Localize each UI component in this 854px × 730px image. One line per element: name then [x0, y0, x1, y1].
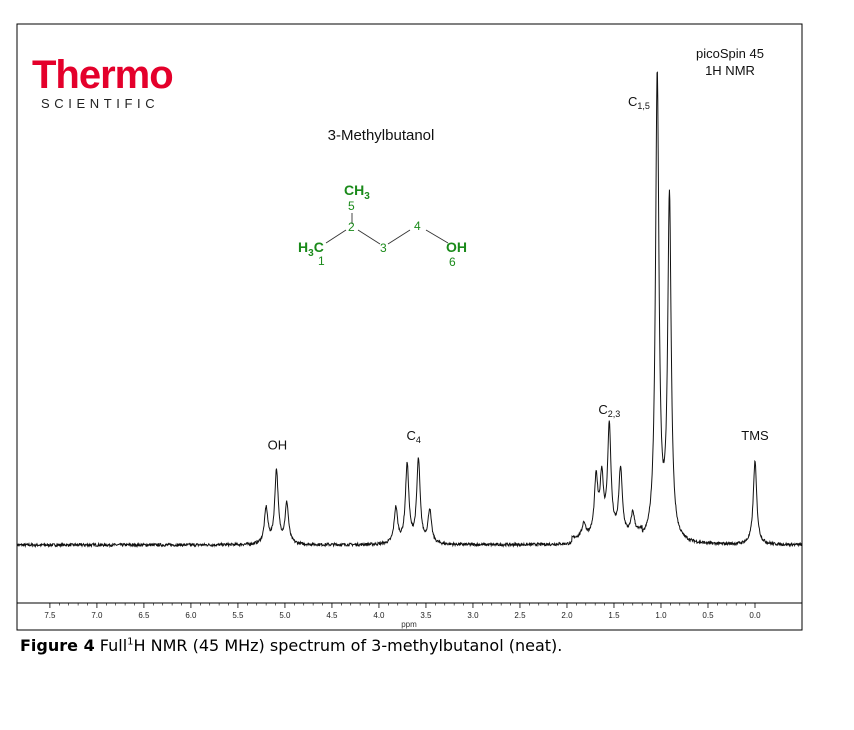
x-axis-ticks: 7.5 7.0 6.5 6.0 5.5 5.0 4.5 4.0 3.5 3.0 2.5 2.0 1.5 1… [44, 603, 761, 620]
atom-number-4: 4 [414, 219, 421, 233]
peak-label: C1,5 [628, 94, 650, 111]
x-tick-label: 3.5 [420, 611, 432, 620]
atom-number-6: 6 [449, 255, 456, 269]
atom-number-2: 2 [348, 220, 355, 234]
brand-name: Thermo [32, 53, 173, 97]
bond-c3-c4 [387, 229, 411, 245]
x-tick-label: 2.0 [561, 611, 573, 620]
ch3-group: CH3 [344, 182, 370, 202]
bond-c4-o [425, 229, 449, 244]
peak-label: TMS [741, 428, 769, 443]
molecule-structure: CH3 5 2 H3C 1 3 4 OH 6 [298, 182, 467, 269]
spectrum-line [16, 71, 803, 549]
x-tick-label: 2.5 [514, 611, 526, 620]
x-tick-label: 5.5 [232, 611, 244, 620]
instrument-line-1: picoSpin 45 [696, 46, 764, 61]
oh-group: OH [446, 239, 467, 255]
atom-number-3: 3 [380, 241, 387, 255]
h3c-group: H3C [298, 239, 324, 259]
x-tick-label: 3.0 [467, 611, 479, 620]
instrument-line-2: 1H NMR [705, 63, 755, 78]
bond-c1-c2 [325, 229, 347, 244]
x-tick-label: 4.0 [373, 611, 385, 620]
x-tick-label: 7.5 [44, 611, 56, 620]
atom-number-1: 1 [318, 254, 325, 268]
atom-number-5: 5 [348, 199, 355, 213]
peak-label: OH [268, 437, 288, 452]
x-tick-label: 1.0 [655, 611, 667, 620]
bond-c2-c3 [357, 229, 381, 245]
x-tick-label: 0.5 [702, 611, 714, 620]
x-tick-label: 7.0 [91, 611, 103, 620]
peak-label: C4 [407, 428, 421, 445]
caption-text-pre: Full [99, 636, 128, 655]
x-tick-label: 6.0 [185, 611, 197, 620]
x-tick-label: 4.5 [326, 611, 338, 620]
plot-frame [16, 23, 803, 631]
figure-label: Figure 4 [20, 636, 95, 655]
peak-label: C2,3 [598, 402, 620, 419]
x-tick-label: 5.0 [279, 611, 291, 620]
x-axis-label: ppm [401, 620, 417, 629]
caption-text-post: H NMR (45 MHz) spectrum of 3-methylbutan… [133, 636, 563, 655]
x-tick-label: 0.0 [749, 611, 761, 620]
peak-labels: OH C4 C2,3 C1,5 TMS [268, 94, 769, 452]
figure-caption: Figure 4 Full1H NMR (45 MHz) spectrum of… [20, 636, 562, 655]
caption-superscript: 1 [127, 636, 134, 648]
thermo-scientific-logo: Thermo SCIENTIFIC [32, 53, 174, 111]
x-tick-label: 6.5 [138, 611, 150, 620]
x-tick-label: 1.5 [608, 611, 620, 620]
compound-name: 3-Methylbutanol [328, 127, 435, 144]
brand-tagline: SCIENTIFIC [41, 96, 159, 111]
